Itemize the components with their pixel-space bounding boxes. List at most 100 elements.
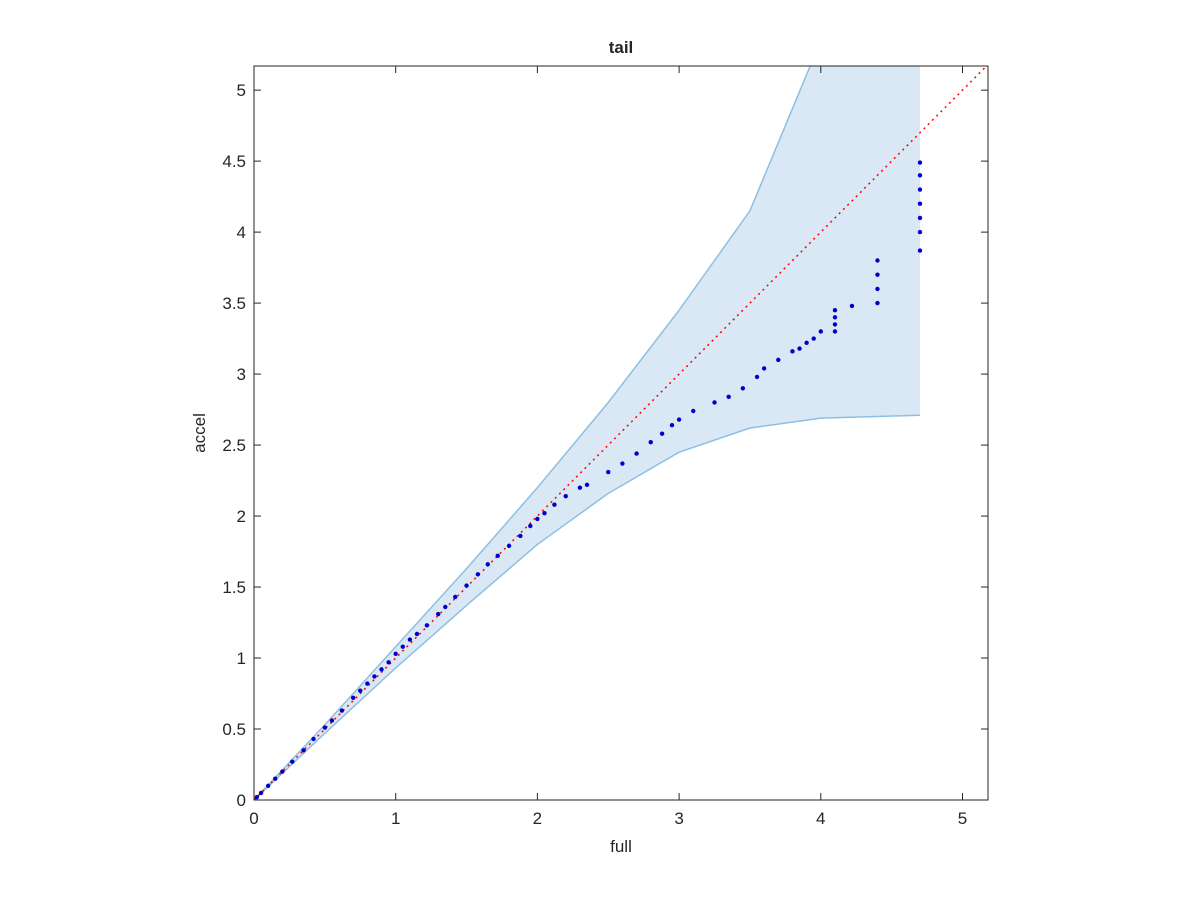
x-tick-label: 0 [249, 809, 258, 828]
data-point [577, 485, 583, 490]
y-tick-label: 2.5 [222, 436, 246, 455]
data-point [311, 736, 316, 742]
y-tick-label: 4 [237, 223, 246, 242]
y-tick-label: 0 [237, 791, 246, 810]
data-point [506, 543, 512, 549]
data-point [917, 187, 923, 192]
data-point [443, 604, 448, 610]
band-upper-edge [254, 66, 811, 800]
data-point [265, 783, 271, 789]
data-point [552, 502, 557, 507]
reference-line [254, 66, 988, 800]
data-point [849, 303, 855, 309]
data-point [712, 400, 717, 405]
data-point [400, 644, 405, 649]
data-point [804, 340, 809, 346]
x-tick-label: 1 [391, 809, 400, 828]
data-point [669, 422, 675, 428]
y-axis-label: accel [190, 413, 209, 453]
data-point [691, 408, 696, 414]
x-tick-label: 5 [958, 809, 967, 828]
data-point [518, 533, 523, 539]
y-tick-label: 3.5 [222, 294, 246, 313]
data-point [917, 173, 923, 178]
data-point [329, 718, 335, 723]
data-point [917, 229, 923, 235]
data-point [917, 201, 923, 206]
data-point [740, 386, 746, 391]
y-tick-label: 1.5 [222, 578, 246, 597]
y-tick-label: 2 [237, 507, 246, 526]
data-point [258, 790, 264, 796]
data-point [634, 451, 639, 456]
data-point [273, 776, 278, 781]
data-point [606, 469, 611, 475]
y-tick-label: 0.5 [222, 720, 246, 739]
data-point [464, 583, 469, 588]
data-point [797, 346, 802, 351]
plot-area [254, 66, 988, 800]
data-point [393, 651, 398, 656]
y-tick-label: 1 [237, 649, 246, 668]
data-point [386, 660, 391, 665]
data-point [301, 748, 306, 753]
x-tick-label: 4 [816, 809, 825, 828]
data-point [875, 286, 880, 292]
data-point [818, 329, 823, 334]
data-point [563, 493, 568, 499]
data-point [372, 674, 377, 679]
data-point [379, 667, 384, 672]
data-point [535, 516, 540, 522]
data-point [875, 300, 880, 306]
data-point [254, 794, 260, 800]
data-point [832, 322, 838, 327]
band-lower-edge [254, 414, 921, 800]
data-point [648, 440, 653, 445]
data-point [875, 272, 880, 277]
data-point [790, 349, 795, 354]
data-point [475, 572, 481, 577]
data-point [726, 394, 731, 399]
data-point [485, 562, 491, 567]
x-tick-label: 3 [674, 809, 683, 828]
data-point [495, 553, 500, 559]
y-tick-label: 4.5 [222, 152, 246, 171]
data-point [917, 160, 923, 165]
data-point [832, 315, 838, 320]
data-point [322, 725, 328, 730]
data-point [659, 431, 665, 436]
data-point [832, 307, 838, 313]
data-point [754, 374, 760, 380]
data-point [290, 759, 295, 764]
data-point [350, 695, 356, 700]
data-point [339, 708, 345, 713]
data-point [620, 461, 625, 466]
data-point [875, 258, 880, 263]
data-point [453, 594, 458, 600]
x-axis-label: full [610, 837, 632, 856]
confidence-band [254, 66, 920, 800]
data-point [776, 357, 781, 363]
x-tick-label: 2 [533, 809, 542, 828]
chart-title: tail [609, 38, 634, 57]
data-point [407, 637, 413, 642]
data-point [414, 631, 420, 637]
data-point [917, 248, 923, 253]
y-tick-label: 3 [237, 365, 246, 384]
data-point [676, 417, 682, 422]
data-point [358, 688, 363, 693]
data-point [365, 681, 370, 686]
data-point [584, 482, 590, 488]
data-point [917, 215, 923, 221]
data-point [761, 366, 767, 371]
data-point [436, 611, 441, 617]
data-point [832, 329, 838, 334]
data-point [811, 336, 816, 341]
data-point [528, 523, 533, 529]
data-point [424, 623, 430, 628]
data-point [542, 511, 547, 516]
axes-box [253, 65, 989, 801]
data-point [280, 769, 285, 774]
